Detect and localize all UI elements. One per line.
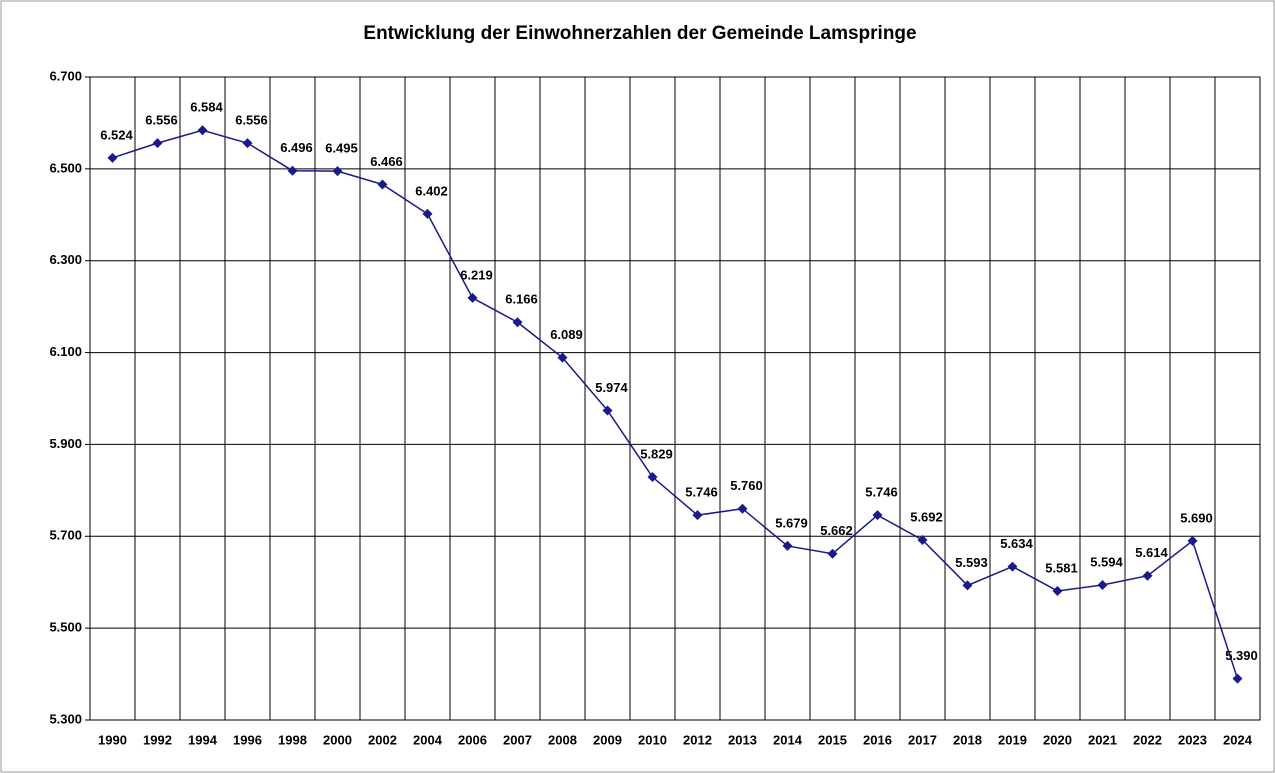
marker [1052,585,1063,596]
x-tick-label: 1992 [143,732,172,747]
x-tick-label: 2024 [1223,732,1253,747]
x-tick-label: 2008 [548,732,577,747]
marker [332,166,343,177]
chart-title: Entwicklung der Einwohnerzahlen der Geme… [363,23,916,44]
marker [152,138,163,149]
y-tick-label: 5.700 [49,528,82,543]
marker [557,352,568,363]
y-tick-label: 5.300 [49,711,82,726]
x-tick-label: 1994 [188,732,218,747]
x-tick-label: 2018 [953,732,982,747]
value-label: 6.219 [460,267,493,282]
marker [1232,673,1243,684]
marker [512,317,523,328]
value-label: 5.679 [775,515,808,530]
marker [647,472,658,483]
y-tick-label: 6.500 [49,160,82,175]
y-tick-label: 6.700 [49,68,82,83]
x-tick-label: 2022 [1133,732,1162,747]
value-label: 5.594 [1090,554,1123,569]
value-label: 5.692 [910,509,943,524]
x-tick-label: 2021 [1088,732,1117,747]
x-tick-label: 2000 [323,732,352,747]
value-label: 5.760 [730,478,763,493]
marker [1097,579,1108,590]
x-tick-label: 2004 [413,732,443,747]
x-tick-label: 2010 [638,732,667,747]
value-label: 5.690 [1180,510,1213,525]
value-label: 5.581 [1045,560,1078,575]
value-label: 5.974 [595,380,628,395]
x-tick-label: 1996 [233,732,262,747]
value-label: 5.746 [685,485,718,500]
value-label: 6.556 [145,113,178,128]
marker [287,165,298,176]
value-label: 5.614 [1135,545,1168,560]
marker [872,510,883,521]
x-tick-label: 2017 [908,732,937,747]
x-tick-label: 2013 [728,732,757,747]
y-tick-label: 6.100 [49,344,82,359]
value-label: 6.495 [325,141,358,156]
value-label: 5.634 [1000,536,1033,551]
marker [242,138,253,149]
x-tick-label: 2020 [1043,732,1072,747]
marker [422,208,433,219]
value-label: 6.402 [415,183,448,198]
x-tick-label: 1990 [98,732,127,747]
marker [1142,570,1153,581]
value-label: 6.166 [505,292,538,307]
value-label: 5.390 [1225,648,1258,663]
x-tick-label: 2016 [863,732,892,747]
marker [737,503,748,514]
value-label: 6.466 [370,154,403,169]
value-label: 5.829 [640,446,673,461]
x-tick-label: 2015 [818,732,847,747]
value-label: 6.089 [550,327,583,342]
value-label: 6.496 [280,140,313,155]
marker [602,405,613,416]
x-tick-label: 2006 [458,732,487,747]
value-label: 6.524 [100,127,133,142]
y-tick-label: 5.900 [49,436,82,451]
x-tick-label: 2002 [368,732,397,747]
marker [1187,535,1198,546]
y-tick-label: 6.300 [49,252,82,267]
marker [377,179,388,190]
value-label: 6.556 [235,113,268,128]
value-label: 5.593 [955,555,988,570]
marker [467,292,478,303]
marker [1007,561,1018,572]
value-label: 5.662 [820,523,853,538]
data-line [112,129,1239,679]
y-tick-label: 5.500 [49,620,82,635]
x-tick-label: 2023 [1178,732,1207,747]
marker [107,152,118,163]
marker [962,580,973,591]
marker [917,534,928,545]
x-tick-label: 2019 [998,732,1027,747]
value-label: 5.746 [865,485,898,500]
x-tick-label: 2014 [773,732,803,747]
marker [782,540,793,551]
x-tick-label: 2009 [593,732,622,747]
x-tick-label: 2012 [683,732,712,747]
marker [197,125,208,136]
x-tick-label: 1998 [278,732,307,747]
value-label: 6.584 [190,100,223,115]
marker [827,548,838,559]
x-tick-label: 2007 [503,732,532,747]
marker [692,510,703,521]
